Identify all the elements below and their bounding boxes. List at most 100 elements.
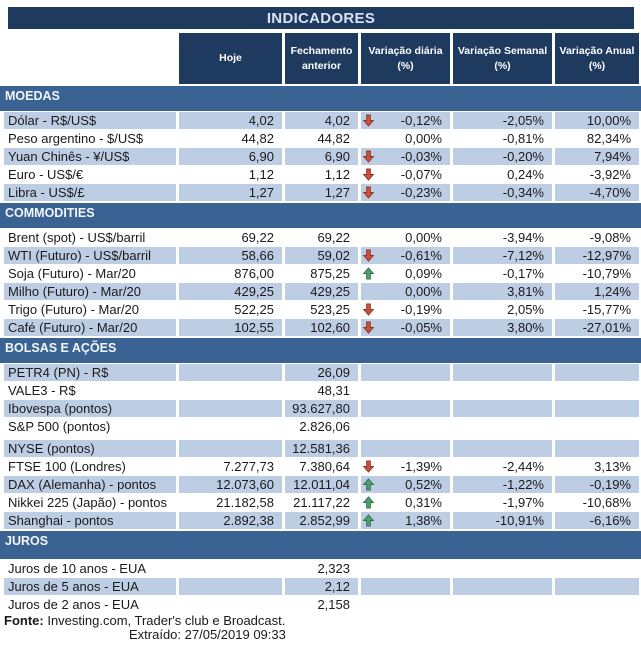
row-label: PETR4 (PN) - R$ <box>4 364 176 381</box>
cell-variacao-anual: -6,16% <box>555 512 639 529</box>
variacao-diaria-value: -1,39% <box>400 459 442 474</box>
cell-variacao-diaria: -0,19% <box>361 301 450 318</box>
table-row: Café (Futuro) - Mar/20 102,55 102,60 -0,05%… <box>0 319 641 336</box>
cell-variacao-anual: -3,92% <box>589 167 631 182</box>
source-line: Fonte: Investing.com, Trader's club e Br… <box>4 614 641 628</box>
cell-variacao-anual: 1,24% <box>555 283 639 300</box>
down-arrow-icon <box>361 249 375 262</box>
down-arrow-icon <box>361 303 375 316</box>
cell-fechamento-anterior: 2,158 <box>317 597 350 612</box>
section-header-moedas: MOEDAS <box>0 86 641 111</box>
cell-variacao-semanal: -1,22% <box>453 476 552 493</box>
cell-variacao-semanal <box>453 418 552 435</box>
cell-fechamento-anterior: 48,31 <box>317 383 350 398</box>
up-arrow-icon <box>361 478 375 491</box>
table-row: Shanghai - pontos 2.892,38 2.852,99 1,38% -1… <box>0 512 641 529</box>
down-arrow-icon <box>361 114 375 127</box>
cell-fechamento-anterior: 429,25 <box>285 283 358 300</box>
table-row: Yuan Chinês - ¥/US$ 6,90 6,90 -0,03% -0,20% 7… <box>0 148 641 165</box>
row-label: FTSE 100 (Londres) <box>8 459 126 474</box>
cell-variacao-diaria <box>361 400 450 417</box>
cell-variacao-semanal <box>453 578 552 595</box>
row-label: Milho (Futuro) - Mar/20 <box>4 283 176 300</box>
cell-variacao-anual <box>555 440 639 457</box>
cell-hoje <box>179 596 282 613</box>
cell-variacao-diaria: 0,00% <box>361 229 450 246</box>
cell-hoje: 102,55 <box>179 319 282 336</box>
column-header-variacao-diaria: Variação diária (%) <box>361 33 450 84</box>
cell-variacao-anual <box>555 400 639 417</box>
variacao-diaria-value: -0,19% <box>400 302 442 317</box>
variacao-diaria-value: 0,52% <box>405 477 442 492</box>
column-header-fechamento-anterior: Fechamento anterior <box>285 33 358 84</box>
cell-variacao-anual: -27,01% <box>555 319 639 336</box>
row-label: Euro - US$/€ <box>8 167 84 182</box>
variacao-diaria-value: -0,12% <box>400 113 442 128</box>
cell-variacao-semanal: 2,05% <box>507 302 544 317</box>
cell-fechamento-anterior: 1,27 <box>285 184 358 201</box>
footer: Fonte: Investing.com, Trader's club e Br… <box>0 614 641 642</box>
cell-variacao-diaria: 0,00% <box>361 283 450 300</box>
cell-hoje: 429,25 <box>179 283 282 300</box>
cell-hoje <box>179 400 282 417</box>
cell-variacao-anual: -10,79% <box>582 266 631 281</box>
variacao-diaria-value: -0,03% <box>400 149 442 164</box>
cell-fechamento-anterior: 12.581,36 <box>285 440 358 457</box>
cell-variacao-semanal: 0,24% <box>507 167 544 182</box>
cell-fechamento-anterior: 93.627,80 <box>285 400 358 417</box>
table-body: MOEDAS Dólar - R$/US$ 4,02 4,02 -0,12% -2,05%… <box>0 86 641 613</box>
cell-variacao-diaria: -1,39% <box>361 458 450 475</box>
row-label: DAX (Alemanha) - pontos <box>4 476 176 493</box>
cell-fechamento-anterior: 7.380,64 <box>299 459 350 474</box>
down-arrow-icon <box>361 168 375 181</box>
row-label: VALE3 - R$ <box>8 383 76 398</box>
cell-fechamento-anterior: 69,22 <box>317 230 350 245</box>
table-row: S&P 500 (pontos) 2.826,06 <box>0 418 641 435</box>
row-label: Trigo (Futuro) - Mar/20 <box>8 302 139 317</box>
cell-hoje <box>179 578 282 595</box>
cell-hoje: 522,25 <box>234 302 274 317</box>
row-label: Peso argentino - $/US$ <box>8 131 144 146</box>
cell-hoje: 44,82 <box>241 131 274 146</box>
row-label: S&P 500 (pontos) <box>8 419 111 434</box>
variacao-diaria-value: 0,00% <box>405 284 442 299</box>
cell-hoje <box>179 560 282 577</box>
cell-variacao-semanal <box>453 560 552 577</box>
cell-fechamento-anterior: 2.826,06 <box>299 419 350 434</box>
cell-fechamento-anterior: 4,02 <box>285 112 358 129</box>
table-row: Juros de 10 anos - EUA 2,323 <box>0 560 641 577</box>
cell-variacao-diaria: 0,09% <box>361 265 450 282</box>
cell-variacao-diaria <box>361 596 450 613</box>
page-title: INDICADORES <box>8 7 634 29</box>
cell-variacao-anual: 7,94% <box>555 148 639 165</box>
cell-variacao-anual <box>555 418 639 435</box>
row-label: Dólar - R$/US$ <box>4 112 176 129</box>
cell-variacao-diaria <box>361 382 450 399</box>
table-row: Peso argentino - $/US$ 44,82 44,82 0,00% -0,… <box>0 130 641 147</box>
down-arrow-icon <box>361 186 375 199</box>
variacao-diaria-value: -0,61% <box>400 248 442 263</box>
cell-hoje: 7.277,73 <box>223 459 274 474</box>
cell-fechamento-anterior: 12.011,04 <box>285 476 358 493</box>
cell-variacao-anual <box>555 382 639 399</box>
row-label: Juros de 2 anos - EUA <box>8 597 139 612</box>
row-label: Soja (Futuro) - Mar/20 <box>8 266 136 281</box>
cell-variacao-anual: -10,68% <box>582 495 631 510</box>
table-row: WTI (Futuro) - US$/barril 58,66 59,02 -0,61… <box>0 247 641 264</box>
variacao-diaria-value: -0,05% <box>400 320 442 335</box>
cell-variacao-diaria <box>361 418 450 435</box>
cell-variacao-anual <box>555 364 639 381</box>
down-arrow-icon <box>361 460 375 473</box>
cell-variacao-semanal: -0,81% <box>502 131 544 146</box>
cell-hoje: 6,90 <box>179 148 282 165</box>
cell-fechamento-anterior: 102,60 <box>285 319 358 336</box>
cell-hoje <box>179 418 282 435</box>
cell-variacao-semanal: -0,34% <box>453 184 552 201</box>
variacao-diaria-value: 0,31% <box>405 495 442 510</box>
table-row: Nikkei 225 (Japão) - pontos 21.182,58 21.1… <box>0 494 641 511</box>
table-row: PETR4 (PN) - R$ 26,09 <box>0 364 641 381</box>
cell-variacao-diaria: -0,07% <box>361 166 450 183</box>
down-arrow-icon <box>361 321 375 334</box>
cell-variacao-diaria: -0,23% <box>361 184 450 201</box>
